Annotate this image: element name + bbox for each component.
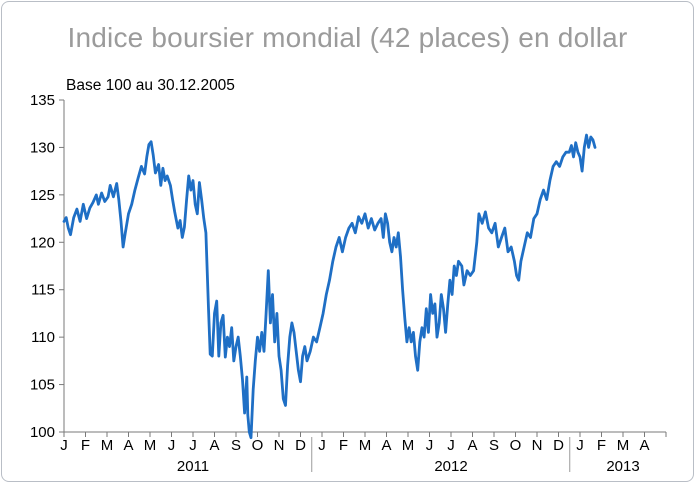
month-label: O <box>252 437 264 454</box>
chart-title: Indice boursier mondial (42 places) en d… <box>67 22 628 53</box>
month-label: A <box>123 437 133 454</box>
y-tick-label: 125 <box>30 187 55 204</box>
month-label: A <box>639 437 649 454</box>
year-label: 2012 <box>434 458 467 475</box>
month-label: D <box>295 437 306 454</box>
month-label: J <box>426 437 434 454</box>
month-label: F <box>81 437 90 454</box>
month-label: S <box>231 437 241 454</box>
y-axis-ticks: 100 105 110 115 120 125 130 135 <box>30 92 64 441</box>
y-tick-label: 120 <box>30 234 55 251</box>
month-label: S <box>489 437 499 454</box>
y-tick-label: 100 <box>30 424 55 441</box>
y-tick-label: 105 <box>30 377 55 394</box>
y-tick-label: 110 <box>31 329 55 346</box>
month-label: N <box>532 437 543 454</box>
month-label: J <box>576 437 584 454</box>
month-label: J <box>189 437 197 454</box>
y-tick-label: 130 <box>30 139 55 156</box>
month-label: J <box>318 437 326 454</box>
month-label: M <box>359 437 372 454</box>
series-group <box>62 133 597 440</box>
month-label: M <box>144 437 157 454</box>
chart-subtitle: Base 100 au 30.12.2005 <box>66 77 235 94</box>
month-label: J <box>447 437 455 454</box>
month-label: A <box>381 437 391 454</box>
month-label: J <box>168 437 176 454</box>
month-label: A <box>209 437 219 454</box>
month-label: O <box>510 437 522 454</box>
month-label: D <box>553 437 564 454</box>
year-label: 2013 <box>606 458 639 475</box>
month-label: M <box>101 437 114 454</box>
month-label: M <box>617 437 630 454</box>
month-label: A <box>467 437 477 454</box>
month-label: F <box>339 437 348 454</box>
year-label: 2011 <box>177 458 209 475</box>
month-label: M <box>402 437 415 454</box>
month-label: N <box>274 437 285 454</box>
y-tick-label: 115 <box>31 282 55 299</box>
y-tick-label: 135 <box>30 92 55 109</box>
series-line <box>62 133 597 440</box>
year-labels: 2011 2012 2013 <box>177 437 640 475</box>
month-label: F <box>597 437 606 454</box>
month-label: J <box>60 437 68 454</box>
